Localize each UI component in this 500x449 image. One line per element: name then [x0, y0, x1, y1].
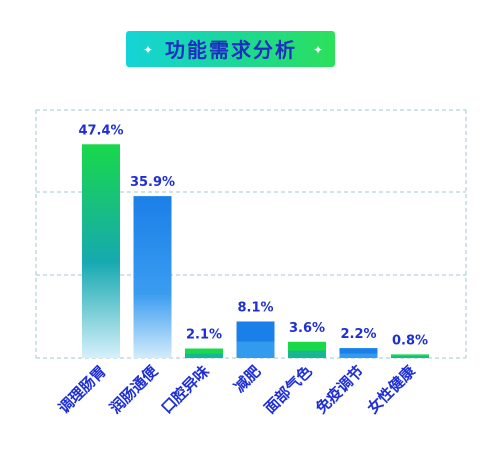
sparkle-right-icon: ✦: [313, 43, 323, 57]
bar-shade: [236, 341, 275, 358]
category-label: 润肠通便: [106, 361, 162, 417]
title-banner: ✦ ✦ 功能需求分析: [126, 31, 335, 67]
chart-title: 功能需求分析: [165, 38, 297, 62]
category-label: 女性健康: [364, 361, 420, 417]
category-label: 免疫调节: [312, 362, 367, 417]
value-label: 47.4%: [78, 123, 123, 138]
title-background: [126, 31, 335, 67]
bar: [185, 348, 223, 358]
value-labels: 47.4% 35.9% 2.1% 8.1% 3.6% 2.2% 0.8%: [78, 123, 428, 348]
bar-shade: [339, 353, 378, 358]
sparkle-left-icon: ✦: [143, 43, 153, 57]
value-label: 2.1%: [186, 328, 222, 343]
value-label: 0.8%: [392, 333, 428, 348]
bars: [82, 144, 429, 358]
value-label: 35.9%: [130, 175, 175, 190]
bar-shade: [185, 353, 223, 358]
value-label: 2.2%: [340, 327, 376, 342]
category-label: 口腔异味: [158, 362, 213, 417]
category-label: 减肥: [230, 362, 264, 396]
bar: [133, 196, 172, 358]
value-label: 8.1%: [237, 300, 273, 315]
bar-shade: [391, 356, 429, 358]
bar: [82, 144, 120, 358]
category-label: 面部气色: [261, 362, 316, 417]
value-label: 3.6%: [289, 321, 325, 336]
bar-shade: [288, 350, 326, 358]
category-label: 调理肠胃: [55, 362, 110, 417]
bar: [339, 348, 378, 358]
bar: [391, 354, 429, 358]
